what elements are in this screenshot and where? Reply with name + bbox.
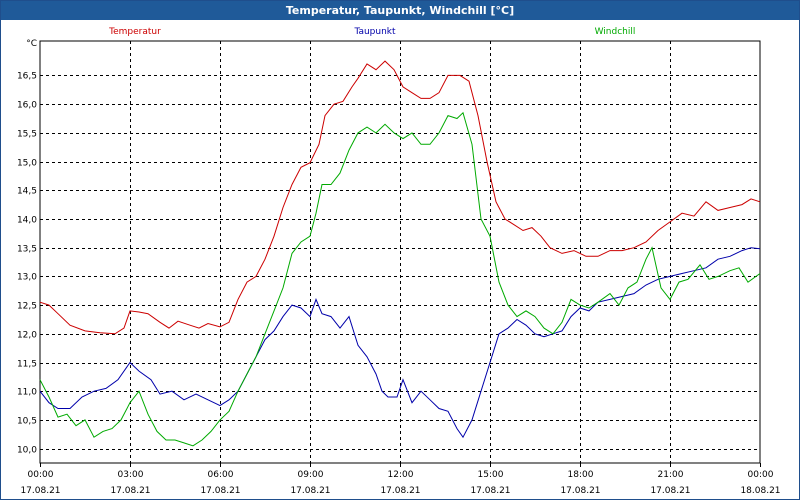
x-tick-time: 12:00 [388, 470, 414, 480]
x-tick-time: 09:00 [298, 470, 324, 480]
y-tick-label: 10,0 [17, 446, 37, 456]
x-tick-time: 00:00 [28, 470, 54, 480]
x-tick-time: 15:00 [478, 470, 504, 480]
y-tick-label: 12,0 [17, 331, 37, 341]
x-tick-date: 17.08.21 [110, 486, 150, 496]
y-tick-label: 15,0 [17, 159, 37, 169]
y-tick-label: 16,0 [17, 101, 37, 111]
grid [39, 40, 761, 464]
x-tick-date: 17.08.21 [650, 486, 690, 496]
x-tick-date: 17.08.21 [560, 486, 600, 496]
series-line-temperatur [39, 60, 761, 335]
x-tick-time: 06:00 [208, 470, 234, 480]
x-tick-time: 00:00 [748, 470, 774, 480]
chart-title: Temperatur, Taupunkt, Windchill [°C] [1, 1, 799, 20]
series-lines [39, 60, 761, 447]
x-tick-time: 03:00 [118, 470, 144, 480]
y-tick-label: 11,0 [17, 388, 37, 398]
x-tick-time: 18:00 [568, 470, 594, 480]
y-tick-label: 15,5 [17, 130, 37, 140]
y-tick-label: 13,5 [17, 245, 37, 255]
y-tick-label: 12,5 [17, 302, 37, 312]
x-tick-date: 18.08.21 [740, 486, 780, 496]
y-tick-label: 10,5 [17, 417, 37, 427]
x-tick-date: 17.08.21 [470, 486, 510, 496]
y-axis-label: °C [26, 39, 37, 49]
axes: 10,0 10,5 11,0 11,5 12,0 12,5 13,0 13,5 14,0 14,5… [17, 39, 781, 496]
y-tick-label: 13,0 [17, 273, 37, 283]
x-tick-date: 17.08.21 [20, 486, 60, 496]
x-tick-date: 17.08.21 [380, 486, 420, 496]
legend-item-taupunkt: Taupunkt [353, 27, 396, 37]
x-tick-time: 21:00 [658, 470, 684, 480]
y-tick-label: 16,5 [17, 72, 37, 82]
legend: Temperatur Taupunkt Windchill [108, 27, 635, 37]
y-tick-label: 14,5 [17, 187, 37, 197]
legend-item-temperatur: Temperatur [108, 27, 161, 37]
series-line-taupunkt [39, 247, 761, 439]
y-tick-label: 14,0 [17, 216, 37, 226]
x-tick-date: 17.08.21 [290, 486, 330, 496]
legend-item-windchill: Windchill [595, 27, 636, 37]
x-tick-date: 17.08.21 [200, 486, 240, 496]
y-tick-label: 11,5 [17, 360, 37, 370]
series-line-windchill [39, 111, 761, 447]
